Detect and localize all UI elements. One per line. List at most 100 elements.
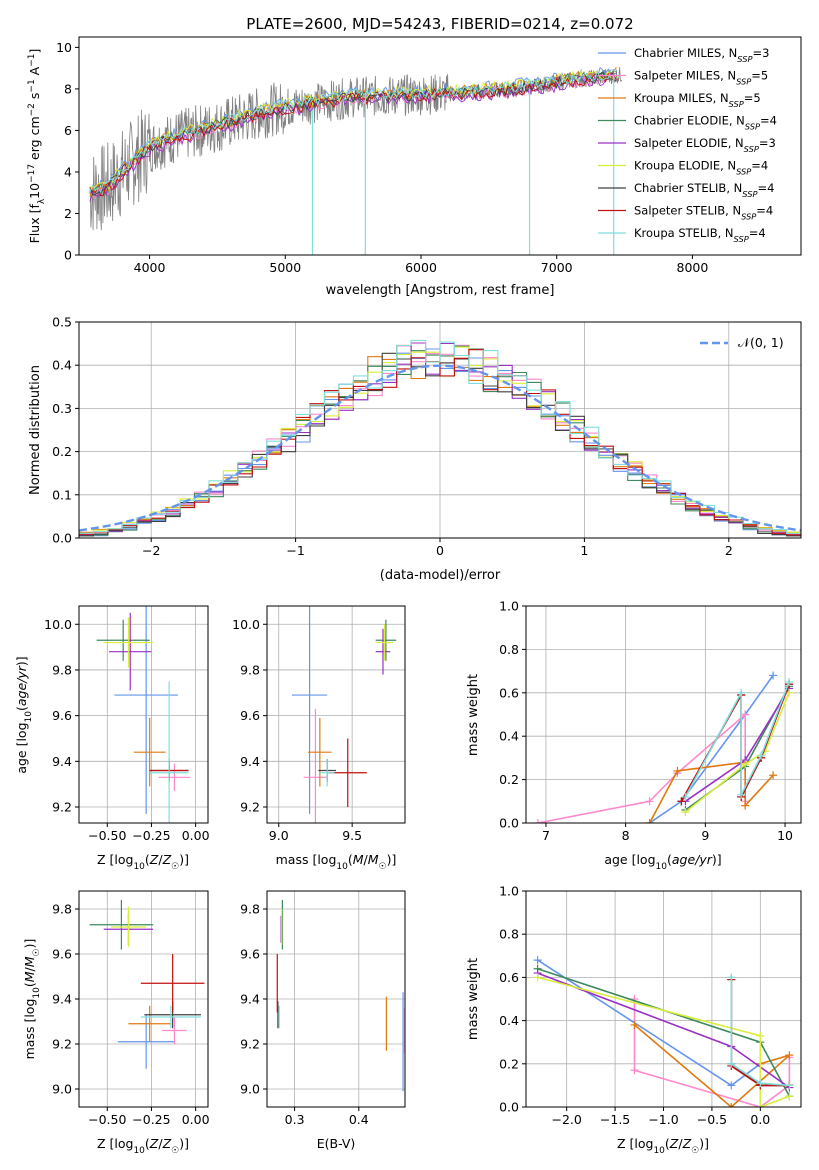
plot-area: [96, 606, 191, 823]
x-tick-label: 0.00: [182, 1112, 210, 1127]
data-point: [533, 956, 542, 965]
legend-entry: Chabrier STELIB, NSSP=4: [634, 181, 774, 199]
data-point: [677, 797, 686, 806]
model-spectrum-line: [89, 69, 617, 194]
plot-area: [533, 956, 794, 1107]
x-tick-label: −0.50: [88, 828, 126, 843]
y-tick-label: 0.0: [499, 816, 519, 831]
x-tick-label: −2: [142, 543, 160, 558]
series-line: [537, 959, 761, 1087]
x-tick-label: −1.5: [600, 1112, 630, 1127]
data-point: [681, 792, 690, 801]
model-spectrum-line: [89, 71, 617, 197]
x-tick-label: 8000: [677, 260, 709, 275]
panel-mass-vs-Z: −0.50 −0.25 0.00 9.0 9.2 9.4 9.6 9.8: [52, 890, 210, 1127]
data-point: [785, 1051, 794, 1060]
data-point: [785, 677, 794, 686]
y-tick-label: 6: [64, 123, 72, 138]
x-tick-label: 9.5: [342, 828, 362, 843]
y-tick-label: 0.8: [499, 927, 519, 942]
data-point: [727, 1059, 736, 1068]
y-tick-label: 2: [64, 206, 72, 221]
plot-area: [89, 66, 623, 255]
y-tick-label: 9.0: [52, 1082, 72, 1097]
legend: Chabrier MILES, NSSP=3 Salpeter MILES, NS…: [598, 46, 777, 244]
y-tick-label: 0.0: [52, 531, 72, 546]
series-line: [633, 999, 791, 1107]
legend-entry: Chabrier ELODIE, NSSP=4: [634, 114, 777, 132]
x-tick-label: −0.25: [132, 1112, 170, 1127]
y-tick-label: 9.6: [52, 708, 72, 723]
x-tick-label: 6000: [405, 260, 437, 275]
y-tick-label: 1.0: [499, 884, 519, 899]
legend-entry: Salpeter ELODIE, NSSP=3: [634, 136, 776, 154]
y-tick-label: 10.0: [232, 617, 260, 632]
panel-residuals: −2 −1 0 1 2 0.0 0.1 0.2 0.3 0.4 0.5: [52, 315, 802, 558]
y-tick-label: 10: [56, 40, 72, 55]
y-tick-label: 0: [64, 248, 72, 263]
x-tick-label: −1: [286, 543, 304, 558]
y-tick-label: 0.0: [499, 1100, 519, 1115]
y-tick-label: 9.2: [52, 1037, 72, 1052]
x-tick-label: 10: [777, 828, 793, 843]
legend-entry: Kroupa STELIB, NSSP=4: [634, 226, 766, 244]
axes-frame: [266, 605, 406, 824]
panel-mass-weight-vs-age: 7 8 9 10 0.0 0.2 0.4 0.6 0.8 1.0: [499, 599, 802, 843]
data-point: [757, 751, 766, 760]
data-point: [645, 819, 654, 823]
x-axis-label: Z [log10(Z/Z☉)]: [97, 1136, 189, 1156]
data-point: [785, 1081, 794, 1090]
data-point: [741, 760, 750, 769]
y-axis-label: age [log10(age/yr)]: [14, 656, 34, 773]
normal-reference-curve: [79, 364, 801, 532]
data-point: [756, 1079, 765, 1088]
x-tick-label: 0: [436, 543, 444, 558]
y-tick-label: 0.2: [52, 444, 72, 459]
data-point: [727, 1103, 736, 1107]
x-axis-label: Z [log10(Z/Z☉)]: [97, 852, 189, 872]
legend-entry: 𝒩(0, 1): [738, 335, 784, 350]
y-tick-label: 1.0: [499, 599, 519, 614]
y-axis-label: Flux [fλ10−17 erg cm−2 s−1 A−1]: [27, 49, 47, 244]
y-tick-label: 9.2: [240, 1037, 260, 1052]
panel-age-vs-mass: 9.0 9.5 9.2 9.4 9.6 9.8 10.0: [232, 605, 406, 843]
y-tick-label: 0.3: [52, 401, 72, 416]
y-tick-label: 9.4: [52, 992, 72, 1007]
y-tick-label: 0.4: [499, 1013, 519, 1028]
y-tick-label: 0.2: [499, 772, 519, 787]
x-tick-label: 8: [622, 828, 630, 843]
data-point: [737, 688, 746, 697]
y-tick-label: 9.2: [52, 800, 72, 815]
axes-frame: [525, 605, 802, 824]
y-tick-label: 9.6: [52, 947, 72, 962]
y-tick-label: 0.4: [52, 358, 72, 373]
x-axis-label: E(B-V): [317, 1136, 356, 1151]
y-tick-label: 9.6: [240, 947, 260, 962]
model-spectrum-line: [89, 69, 617, 191]
x-tick-label: 1: [580, 543, 588, 558]
y-tick-label: 8: [64, 81, 72, 96]
x-tick-label: 7000: [541, 260, 573, 275]
series-line: [684, 692, 790, 813]
y-axis-label: Normed distribution: [28, 365, 43, 495]
x-tick-label: 0.0: [750, 1112, 770, 1127]
y-tick-label: 0.5: [52, 315, 72, 330]
data-point: [785, 1092, 794, 1101]
data-point: [630, 1066, 639, 1075]
x-tick-label: 7: [542, 828, 550, 843]
y-tick-label: 9.6: [240, 708, 260, 723]
plot-area: [79, 339, 801, 537]
histogram-step: [79, 339, 801, 535]
plot-area: [291, 606, 397, 823]
x-tick-label: −0.50: [88, 1112, 126, 1127]
panel-age-vs-Z: −0.50 −0.25 0.00 9.2 9.4 9.6 9.8 10.0: [44, 605, 210, 843]
y-tick-label: 9.8: [52, 902, 72, 917]
x-tick-label: 4000: [134, 260, 166, 275]
y-tick-label: 9.8: [52, 662, 72, 677]
plot-area: [533, 671, 794, 823]
y-tick-label: 9.4: [240, 754, 260, 769]
data-point: [673, 766, 682, 775]
x-axis-label: mass [log10(M/M☉)]: [276, 852, 397, 872]
x-tick-label: 9: [701, 828, 709, 843]
